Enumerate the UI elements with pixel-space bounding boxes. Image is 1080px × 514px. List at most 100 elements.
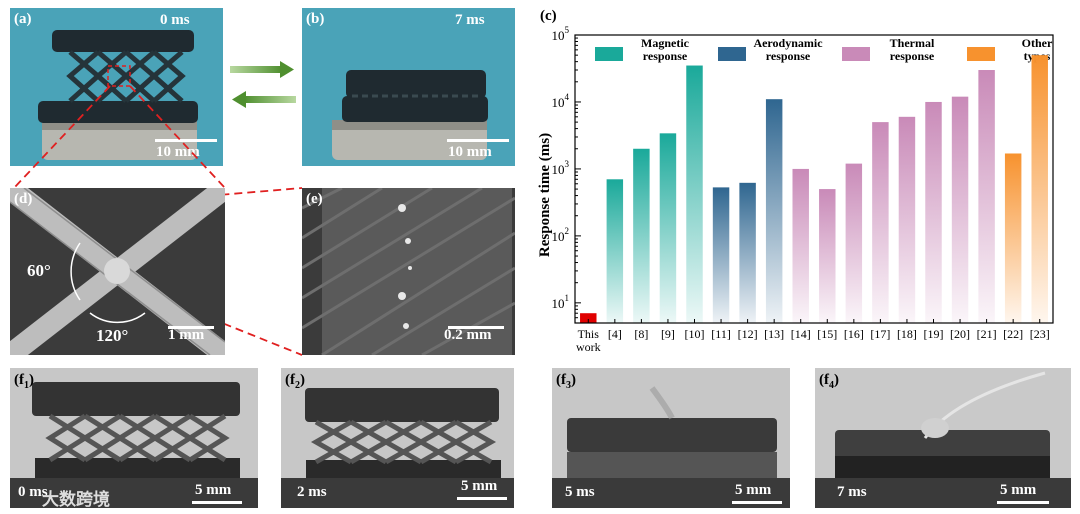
- bar-17: [872, 122, 889, 323]
- y-tick-label: 103: [552, 159, 570, 177]
- y-tick-label: 101: [552, 293, 570, 311]
- y-tick-label: 102: [552, 226, 570, 244]
- legend-label-other: Other: [1022, 36, 1053, 50]
- scale-bar-f4: [997, 501, 1049, 504]
- bar-15: [819, 189, 836, 323]
- y-tick-label: 104: [552, 92, 570, 110]
- x-tick-label: [13]: [764, 327, 784, 341]
- x-tick-label: work: [576, 340, 601, 354]
- frame-panel-f3: (f3) 5 ms 5 mm: [552, 368, 790, 508]
- time-label-f4: 7 ms: [837, 484, 867, 500]
- bars: [580, 55, 1048, 324]
- panel-label-f4: (f4): [819, 372, 839, 391]
- panel-label-a: (a): [14, 11, 32, 27]
- x-tick-label: [21]: [977, 327, 997, 341]
- time-label-f1: 0 ms: [18, 484, 48, 500]
- x-tick-label: [4]: [608, 327, 622, 341]
- time-label-a: 0 ms: [160, 12, 190, 28]
- bar-thiswork: [580, 313, 597, 323]
- scale-bar-d: [168, 326, 214, 329]
- time-label-f2: 2 ms: [297, 484, 327, 500]
- angle-label-60: 60°: [27, 261, 51, 280]
- watermark-text: 大数跨境: [42, 490, 110, 508]
- x-tick-label: [9]: [661, 327, 675, 341]
- x-tick-label: [15]: [817, 327, 837, 341]
- panel-label-f2: (f2): [285, 372, 305, 391]
- panel-label-c: (c): [540, 8, 557, 24]
- y-tick-label: 105: [552, 25, 570, 43]
- legend-swatch-magnetic: [595, 47, 623, 61]
- photo-panel-a: (a) 0 ms 10 mm: [10, 8, 223, 166]
- frame-panel-f4: (f4) 7 ms 5 mm: [815, 368, 1071, 508]
- legend-label-thermal: response: [890, 49, 935, 63]
- bar-18: [898, 116, 916, 323]
- scale-bar-f3: [732, 501, 782, 504]
- legend-label-aerodynamic: Aerodynamic: [753, 36, 823, 50]
- legend-label-magnetic: Magnetic: [641, 36, 690, 50]
- scale-bar-b: [447, 139, 509, 142]
- bar-8: [633, 148, 650, 323]
- response-time-chart: MagneticresponseAerodynamicresponseTherm…: [537, 25, 1054, 354]
- legend-swatch-other: [967, 47, 995, 61]
- x-tick-label: [20]: [950, 327, 970, 341]
- legend: MagneticresponseAerodynamicresponseTherm…: [595, 36, 1053, 63]
- x-tick-label: [14]: [791, 327, 811, 341]
- frame-image-f4: [815, 368, 1071, 508]
- legend-swatch-aerodynamic: [718, 47, 746, 61]
- bar-9: [659, 133, 677, 323]
- scale-bar-e: [448, 326, 504, 329]
- bar-10: [686, 65, 703, 323]
- y-tick-labels: 101 102 103 104 105: [552, 25, 570, 311]
- x-tick-label: [11]: [711, 327, 731, 341]
- x-tick-label: This: [578, 327, 600, 341]
- scale-bar-f1: [192, 501, 242, 504]
- panel-label-f1: (f1): [14, 372, 34, 391]
- bar-14: [792, 168, 809, 323]
- panel-label-e: (e): [306, 191, 323, 207]
- frame-image-f1: [10, 368, 258, 508]
- bar-23: [1031, 55, 1048, 324]
- sem-panel-d: (d) 60° 120° 1 mm: [10, 188, 225, 355]
- arrows: [230, 61, 296, 108]
- x-tick-label: [22]: [1003, 327, 1023, 341]
- sem-panel-e: (e) 0.2 mm: [302, 188, 515, 355]
- scale-bar-f2: [457, 497, 507, 500]
- legend-swatch-thermal: [842, 47, 870, 61]
- bar-16: [845, 163, 863, 323]
- legend-label-magnetic: response: [643, 49, 688, 63]
- scale-label-f4: 5 mm: [1000, 482, 1037, 498]
- sample-photo-a: [38, 30, 198, 160]
- panel-label-b: (b): [306, 11, 325, 27]
- bar-13: [765, 99, 783, 323]
- x-tick-label: [19]: [924, 327, 944, 341]
- right-arrow-icon: [230, 61, 294, 78]
- bar-19: [925, 101, 942, 324]
- photo-panel-b: (b) 7 ms 10 mm: [302, 8, 515, 166]
- scale-label-b: 10 mm: [448, 144, 492, 160]
- bar-4: [606, 179, 624, 323]
- sample-photo-b: [332, 70, 488, 160]
- x-tick-label: [18]: [897, 327, 917, 341]
- frame-panel-f2: (f2) 2 ms 5 mm: [281, 368, 514, 508]
- scale-label-e: 0.2 mm: [444, 327, 492, 343]
- bar-20: [951, 96, 969, 323]
- legend-label-thermal: Thermal: [890, 36, 935, 50]
- panel-label-d: (d): [14, 191, 33, 207]
- x-tick-label: [17]: [870, 327, 890, 341]
- time-label-f3: 5 ms: [565, 484, 595, 500]
- frame-panel-f1: (f1) 0 ms 大数跨境 5 mm: [10, 368, 258, 508]
- bar-21: [978, 70, 995, 323]
- frame-image-f2: [281, 368, 514, 508]
- bar-12: [739, 182, 756, 323]
- bar-22: [1004, 153, 1022, 323]
- y-axis-label: Response time (ms): [537, 133, 553, 257]
- x-tick-label: [16]: [844, 327, 864, 341]
- frame-image-f3: [552, 368, 790, 508]
- scale-label-f3: 5 mm: [735, 482, 772, 498]
- x-tick-label: [12]: [738, 327, 758, 341]
- panel-label-f3: (f3): [556, 372, 576, 391]
- axes: [574, 34, 1054, 324]
- bar-11: [712, 187, 730, 323]
- x-tick-label: [23]: [1030, 327, 1050, 341]
